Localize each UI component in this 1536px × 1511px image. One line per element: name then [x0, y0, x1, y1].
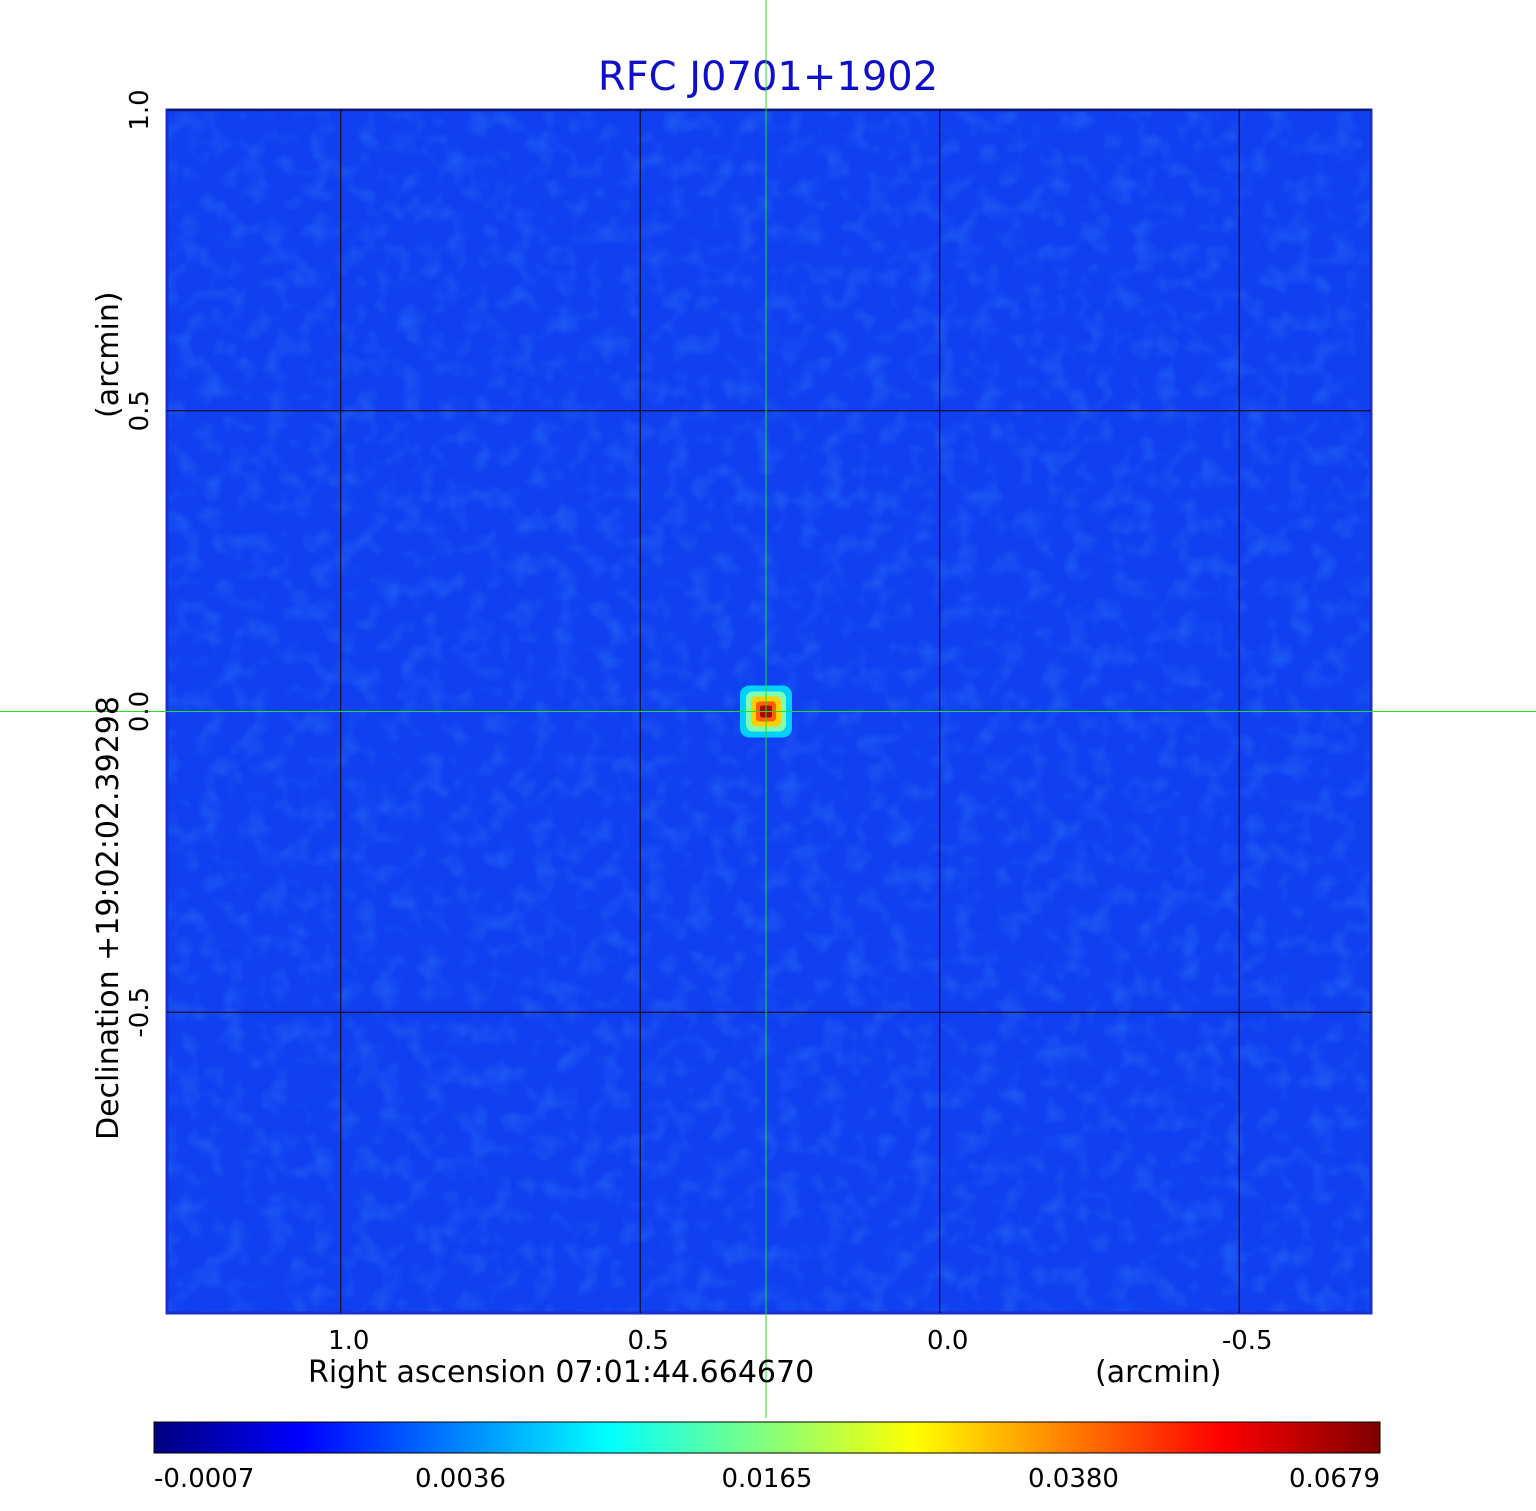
- x-axis-unit: (arcmin): [1095, 1355, 1222, 1390]
- y-tick-label: 0.5: [125, 390, 155, 431]
- y-tick-label: 0.0: [125, 691, 155, 732]
- x-tick-label: 0.5: [628, 1326, 669, 1356]
- y-axis-label: Declination +19:02:02.39298: [91, 696, 126, 1140]
- crosshair: [0, 0, 1536, 1418]
- chart-title: RFC J0701+1902: [598, 54, 938, 100]
- x-tick-label: 1.0: [328, 1326, 369, 1356]
- colorbar-tick-label: 0.0165: [722, 1464, 813, 1494]
- colorbar-tick-label: 0.0036: [415, 1464, 506, 1494]
- colorbar-tick-labels: -0.0007 0.0036 0.0165 0.0380 0.0679: [154, 1464, 1380, 1494]
- colorbar-tick-label: 0.0380: [1028, 1464, 1119, 1494]
- colorbar-tick-label: -0.0007: [154, 1464, 254, 1494]
- x-axis-label: Right ascension 07:01:44.664670: [308, 1355, 814, 1390]
- y-tick-label: -0.5: [125, 987, 155, 1038]
- x-tick-label: -0.5: [1222, 1326, 1273, 1356]
- x-tick-label: 0.0: [927, 1326, 968, 1356]
- colorbar-tick-label: 0.0679: [1289, 1464, 1380, 1494]
- y-axis-unit: (arcmin): [91, 291, 126, 418]
- colorbar: [153, 1421, 1381, 1454]
- y-tick-labels: 1.0 0.5 0.0 -0.5: [125, 89, 155, 1037]
- y-tick-label: 1.0: [125, 89, 155, 130]
- x-tick-labels: 1.0 0.5 0.0 -0.5: [328, 1326, 1273, 1356]
